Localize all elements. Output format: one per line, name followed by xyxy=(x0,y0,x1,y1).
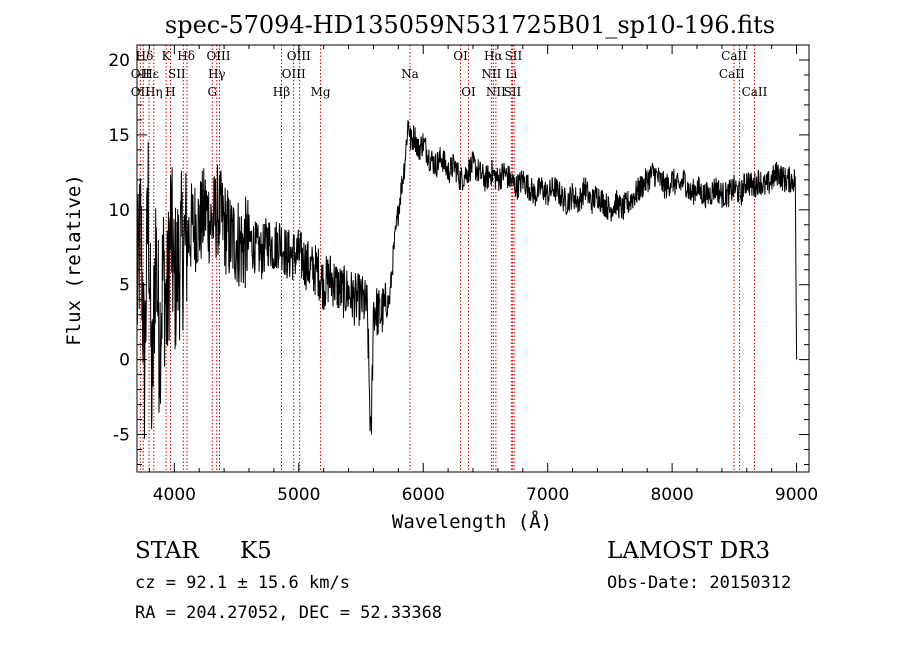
line-label: OI xyxy=(453,49,468,63)
line-label: CaII xyxy=(719,67,745,81)
x-axis-label: Wavelength (Å) xyxy=(392,510,552,533)
line-label: Hβ xyxy=(273,85,290,99)
y-tick-label: -5 xyxy=(113,426,130,446)
observation-date: Obs-Date: 20150312 xyxy=(607,573,792,593)
chart-title: spec-57094-HD135059N531725B01_sp10-196.f… xyxy=(165,11,775,39)
survey-name: LAMOST DR3 xyxy=(607,538,771,564)
line-label: OIII xyxy=(282,67,306,81)
axis-ticks: 4000 5000 6000 7000 8000 9000 -5 0 5 10 15 20 xyxy=(108,44,818,505)
line-label: CaII xyxy=(721,49,747,63)
line-label: OI xyxy=(461,85,476,99)
y-tick-label: 5 xyxy=(119,276,130,296)
line-label: Li xyxy=(505,67,517,81)
line-label: SII xyxy=(504,85,522,99)
x-tick-label: 7000 xyxy=(526,485,569,505)
coordinates-readout: RA = 204.27052, DEC = 52.33368 xyxy=(135,603,443,623)
line-label: OIII xyxy=(287,49,311,63)
line-label: Hγ xyxy=(208,67,226,81)
y-tick-label: 15 xyxy=(108,126,130,146)
line-label: SII xyxy=(505,49,523,63)
x-tick-label: 4000 xyxy=(153,485,196,505)
y-axis-label: Flux (relative) xyxy=(63,174,85,346)
line-label: NII xyxy=(481,67,501,81)
redshift-readout: cz = 92.1 ± 15.6 km/s xyxy=(135,573,350,593)
x-tick-label: 8000 xyxy=(650,485,693,505)
line-label: K xyxy=(162,49,172,63)
x-tick-label: 6000 xyxy=(402,485,445,505)
line-label: CaII xyxy=(742,85,768,99)
object-class: STAR xyxy=(135,538,199,564)
line-label: Na xyxy=(401,67,419,81)
line-label: SII xyxy=(168,67,186,81)
line-label: OII xyxy=(131,85,151,99)
spectrum-line xyxy=(136,120,798,439)
y-tick-label: 10 xyxy=(108,201,130,221)
y-tick-label: 0 xyxy=(119,351,130,371)
line-label: H xyxy=(165,85,175,99)
x-tick-label: 9000 xyxy=(775,485,818,505)
line-label: Hδ xyxy=(177,49,195,63)
line-markers xyxy=(139,45,755,472)
line-label: Hη xyxy=(145,85,163,99)
line-label: Mg xyxy=(311,85,331,99)
line-label: Hε xyxy=(142,67,159,81)
line-label: OIII xyxy=(206,49,230,63)
y-tick-label: 20 xyxy=(108,51,130,71)
x-tick-label: 5000 xyxy=(277,485,320,505)
object-subclass: K5 xyxy=(240,538,272,564)
line-label: OII xyxy=(131,67,151,81)
line-label: Hα xyxy=(484,49,503,63)
line-label: G xyxy=(207,85,217,99)
line-label: NII xyxy=(486,85,506,99)
line-label: Hδ xyxy=(136,49,154,63)
